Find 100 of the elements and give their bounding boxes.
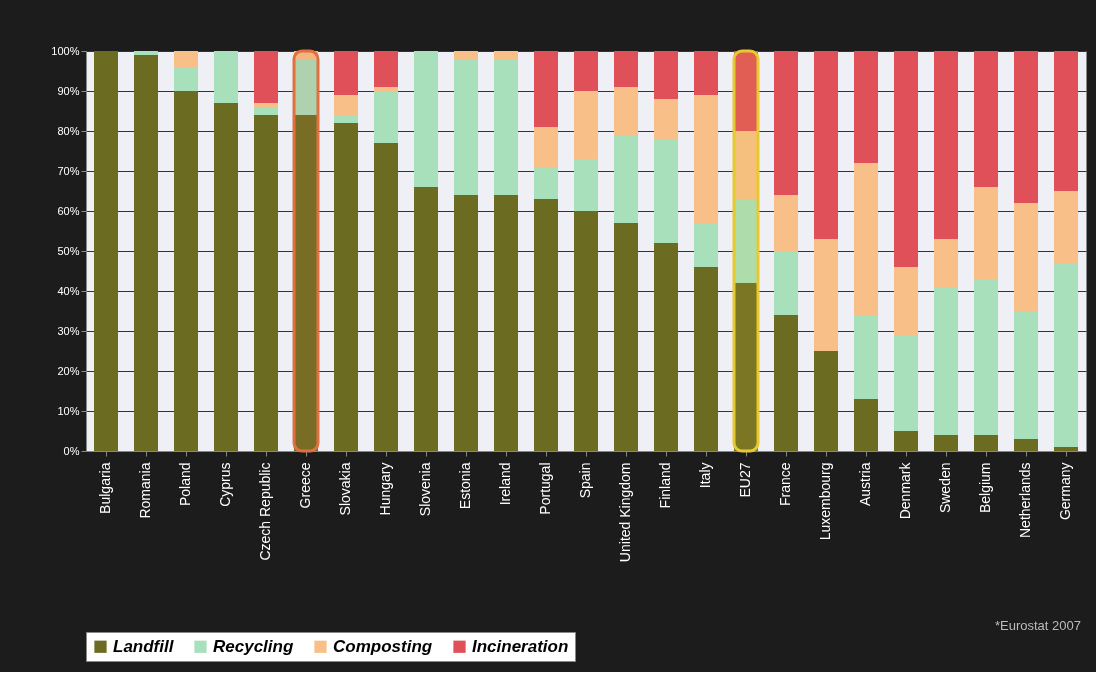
bar <box>854 163 878 315</box>
bar <box>894 431 918 451</box>
bar <box>974 51 998 187</box>
bar <box>734 131 758 199</box>
bar <box>174 67 198 91</box>
x-tick-label: Belgium <box>977 462 993 514</box>
x-tick-label: Austria <box>857 462 873 507</box>
bar <box>334 123 358 451</box>
bar <box>254 115 278 451</box>
bar <box>374 87 398 91</box>
text: *Eurostat 2007 <box>994 618 1081 633</box>
x-tick-label: Sweden <box>937 462 953 514</box>
bar <box>134 55 158 451</box>
bar <box>934 435 958 451</box>
x-tick-label: France <box>777 462 793 507</box>
y-tick-label: 10% <box>57 404 80 417</box>
bar <box>414 187 438 451</box>
x-tick-label: Finland <box>657 462 673 509</box>
x-tick-label: Romania <box>137 462 153 519</box>
bar <box>894 335 918 431</box>
y-tick-label: 60% <box>57 204 80 217</box>
bar <box>734 199 758 283</box>
bar <box>614 51 638 87</box>
bar <box>134 51 158 55</box>
bar <box>934 287 958 435</box>
y-tick-label: 80% <box>57 124 80 137</box>
bar <box>214 51 238 103</box>
legend-label: Composting <box>333 636 433 656</box>
bar <box>734 51 758 131</box>
bar <box>534 199 558 451</box>
bar <box>534 167 558 199</box>
bar <box>814 51 838 239</box>
bar <box>174 51 198 67</box>
legend-label: Landfill <box>113 636 175 656</box>
bar <box>334 115 358 123</box>
x-tick-label: Estonia <box>457 462 473 510</box>
bar <box>814 351 838 451</box>
y-tick-label: 20% <box>57 364 80 377</box>
y-tick-label: 40% <box>57 284 80 297</box>
bar <box>1054 263 1078 447</box>
x-tick-label: Slovakia <box>337 462 353 516</box>
legend-label: Incineration <box>472 636 569 656</box>
x-tick-label: Greece <box>297 462 313 509</box>
x-tick-label: Hungary <box>377 462 393 516</box>
x-tick-label: United Kingdom <box>617 462 633 563</box>
bar <box>534 127 558 167</box>
bar <box>374 51 398 87</box>
bar <box>574 159 598 211</box>
bar <box>214 103 238 451</box>
bar <box>454 195 478 451</box>
bar <box>254 107 278 115</box>
bar <box>694 223 718 267</box>
bar <box>774 251 798 315</box>
bar <box>294 51 318 59</box>
y-tick-label: 50% <box>57 244 80 257</box>
bar <box>414 51 438 187</box>
bar <box>894 51 918 267</box>
x-tick-label: Denmark <box>897 461 913 520</box>
x-tick-label: Portugal <box>537 462 553 515</box>
bar <box>614 87 638 135</box>
bar <box>694 267 718 451</box>
bar <box>974 435 998 451</box>
x-tick-label: Ireland <box>497 462 513 506</box>
bar <box>1054 51 1078 191</box>
bar <box>494 195 518 451</box>
bar <box>1014 439 1038 451</box>
bar <box>454 59 478 195</box>
bar <box>374 143 398 451</box>
x-tick-label: Cyprus <box>217 462 233 507</box>
bar <box>1014 203 1038 311</box>
bar <box>174 91 198 451</box>
bar <box>374 91 398 143</box>
x-tick-label: EU27 <box>737 462 753 498</box>
bar <box>654 243 678 451</box>
bar <box>814 239 838 351</box>
x-tick-label: Germany <box>1057 462 1073 521</box>
x-tick-label: Spain <box>577 462 593 499</box>
bar <box>1054 191 1078 263</box>
bar <box>574 51 598 91</box>
bar <box>774 51 798 195</box>
bar <box>574 211 598 451</box>
bar <box>1014 311 1038 439</box>
y-tick-label: 0% <box>63 444 80 457</box>
y-tick-label: 100% <box>51 44 80 57</box>
bar <box>694 95 718 223</box>
bar <box>654 139 678 243</box>
bar <box>854 51 878 163</box>
bar <box>614 223 638 451</box>
bar <box>974 279 998 435</box>
bar <box>774 195 798 251</box>
bar <box>494 59 518 195</box>
legend-label: Recycling <box>213 636 294 656</box>
bar <box>774 315 798 451</box>
x-tick-label: Netherlands <box>1017 462 1033 538</box>
bar <box>254 51 278 103</box>
x-tick-label: Poland <box>177 462 193 507</box>
bar <box>854 315 878 399</box>
bar <box>1054 447 1078 451</box>
x-tick-label: Luxembourg <box>817 462 833 541</box>
bar <box>334 95 358 115</box>
